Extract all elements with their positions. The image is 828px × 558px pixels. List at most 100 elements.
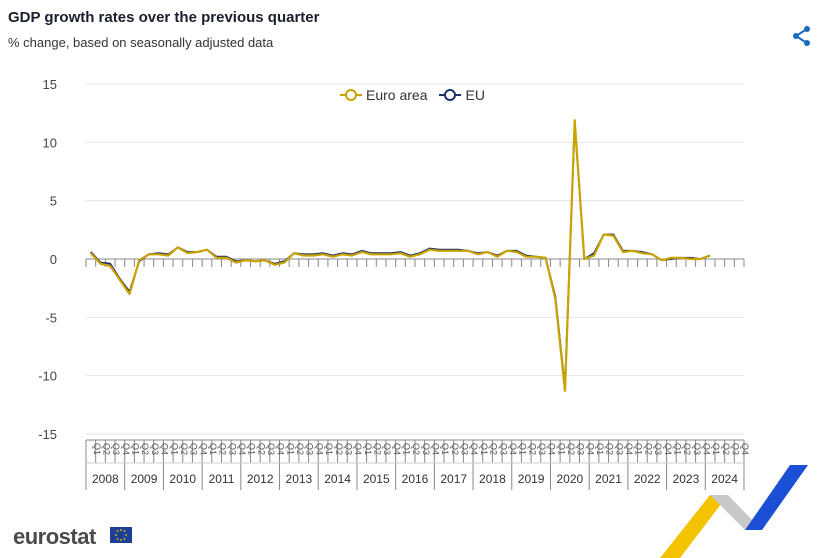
y-tick-label: -10 [38, 369, 57, 384]
y-tick-label: 10 [43, 135, 57, 150]
year-label: 2021 [595, 472, 622, 486]
year-label: 2024 [711, 472, 738, 486]
quarter-label: Q3 [382, 443, 392, 455]
y-tick-label: -15 [38, 427, 57, 442]
quarter-label: Q2 [643, 443, 653, 455]
share-icon[interactable] [791, 25, 813, 47]
quarter-label: Q4 [585, 443, 595, 455]
legend-label-euro-area: Euro area [366, 87, 428, 103]
quarter-label: Q3 [150, 443, 160, 455]
quarter-label: Q4 [392, 443, 402, 455]
quarter-label: Q3 [189, 443, 199, 455]
quarter-label: Q1 [634, 443, 644, 455]
quarter-label: Q3 [421, 443, 431, 455]
y-tick-label: 15 [43, 77, 57, 92]
quarter-label: Q2 [256, 443, 266, 455]
quarter-label: Q3 [305, 443, 315, 455]
series-line-eu [90, 121, 711, 389]
year-label: 2018 [479, 472, 506, 486]
quarter-label: Q2 [372, 443, 382, 455]
quarter-label: Q3 [343, 443, 353, 455]
quarter-label: Q2 [218, 443, 228, 455]
quarter-label: Q4 [469, 443, 479, 455]
quarter-label: Q1 [672, 443, 682, 455]
quarter-label: Q2 [682, 443, 692, 455]
legend-swatch-euro-area [340, 89, 362, 101]
legend-swatch-eu [439, 89, 462, 101]
chart-title: GDP growth rates over the previous quart… [8, 9, 320, 26]
quarter-label: Q1 [324, 443, 334, 455]
y-tick-label: 5 [50, 194, 57, 209]
year-label: 2012 [247, 472, 274, 486]
quarter-label: Q1 [556, 443, 566, 455]
quarter-label: Q1 [518, 443, 528, 455]
quarter-label: Q1 [479, 443, 489, 455]
quarter-label: Q4 [624, 443, 634, 455]
quarter-label: Q2 [411, 443, 421, 455]
quarter-label: Q3 [653, 443, 663, 455]
quarter-label: Q2 [527, 443, 537, 455]
quarter-label: Q4 [237, 443, 247, 455]
quarter-label: Q1 [440, 443, 450, 455]
quarter-label: Q2 [140, 443, 150, 455]
eu-flag-icon [110, 527, 132, 543]
eurostat-logo: eurostat [13, 524, 96, 549]
quarter-label: Q1 [247, 443, 257, 455]
quarter-label: Q3 [692, 443, 702, 455]
quarter-label: Q3 [111, 443, 121, 455]
quarter-label: Q4 [314, 443, 324, 455]
quarter-label: Q4 [701, 443, 711, 455]
quarter-label: Q4 [198, 443, 208, 455]
series-line-euro-area [89, 119, 711, 392]
quarter-label: Q4 [547, 443, 557, 455]
quarter-label: Q1 [208, 443, 218, 455]
quarter-label: Q4 [740, 443, 750, 455]
year-label: 2020 [556, 472, 583, 486]
quarter-label: Q1 [401, 443, 411, 455]
y-tick-label: 0 [50, 252, 57, 267]
quarter-label: Q4 [353, 443, 363, 455]
quarter-label: Q1 [363, 443, 373, 455]
quarter-label: Q1 [595, 443, 605, 455]
quarter-label: Q3 [537, 443, 547, 455]
year-label: 2022 [634, 472, 661, 486]
quarter-label: Q1 [92, 443, 102, 455]
year-label: 2013 [286, 472, 313, 486]
year-label: 2023 [673, 472, 700, 486]
quarter-label: Q2 [450, 443, 460, 455]
quarter-label: Q4 [121, 443, 131, 455]
quarter-label: Q4 [160, 443, 170, 455]
quarter-label: Q3 [227, 443, 237, 455]
legend-item-euro-area[interactable]: Euro area [340, 87, 427, 103]
quarter-label: Q2 [489, 443, 499, 455]
year-label: 2016 [402, 472, 429, 486]
quarter-label: Q1 [285, 443, 295, 455]
quarter-label: Q3 [460, 443, 470, 455]
quarter-label: Q4 [663, 443, 673, 455]
year-label: 2019 [518, 472, 545, 486]
quarter-label: Q3 [576, 443, 586, 455]
quarter-label: Q2 [179, 443, 189, 455]
quarter-label: Q2 [334, 443, 344, 455]
quarter-label: Q1 [169, 443, 179, 455]
quarter-label: Q3 [614, 443, 624, 455]
quarter-label: Q2 [295, 443, 305, 455]
quarter-label: Q2 [566, 443, 576, 455]
year-label: 2010 [169, 472, 196, 486]
quarter-label: Q2 [102, 443, 112, 455]
quarter-label: Q3 [266, 443, 276, 455]
legend-label-eu: EU [465, 87, 485, 103]
chart-legend: Euro area EU [340, 87, 497, 103]
legend-item-eu[interactable]: EU [439, 87, 485, 103]
quarter-label: Q4 [431, 443, 441, 455]
quarter-label: Q3 [730, 443, 740, 455]
year-label: 2014 [324, 472, 351, 486]
quarter-label: Q2 [721, 443, 731, 455]
quarter-label: Q1 [131, 443, 141, 455]
quarter-label: Q2 [605, 443, 615, 455]
brand-stripes-decoration [660, 465, 808, 558]
chart-subtitle: % change, based on seasonally adjusted d… [8, 35, 274, 50]
quarter-label: Q4 [276, 443, 286, 455]
year-label: 2008 [92, 472, 119, 486]
